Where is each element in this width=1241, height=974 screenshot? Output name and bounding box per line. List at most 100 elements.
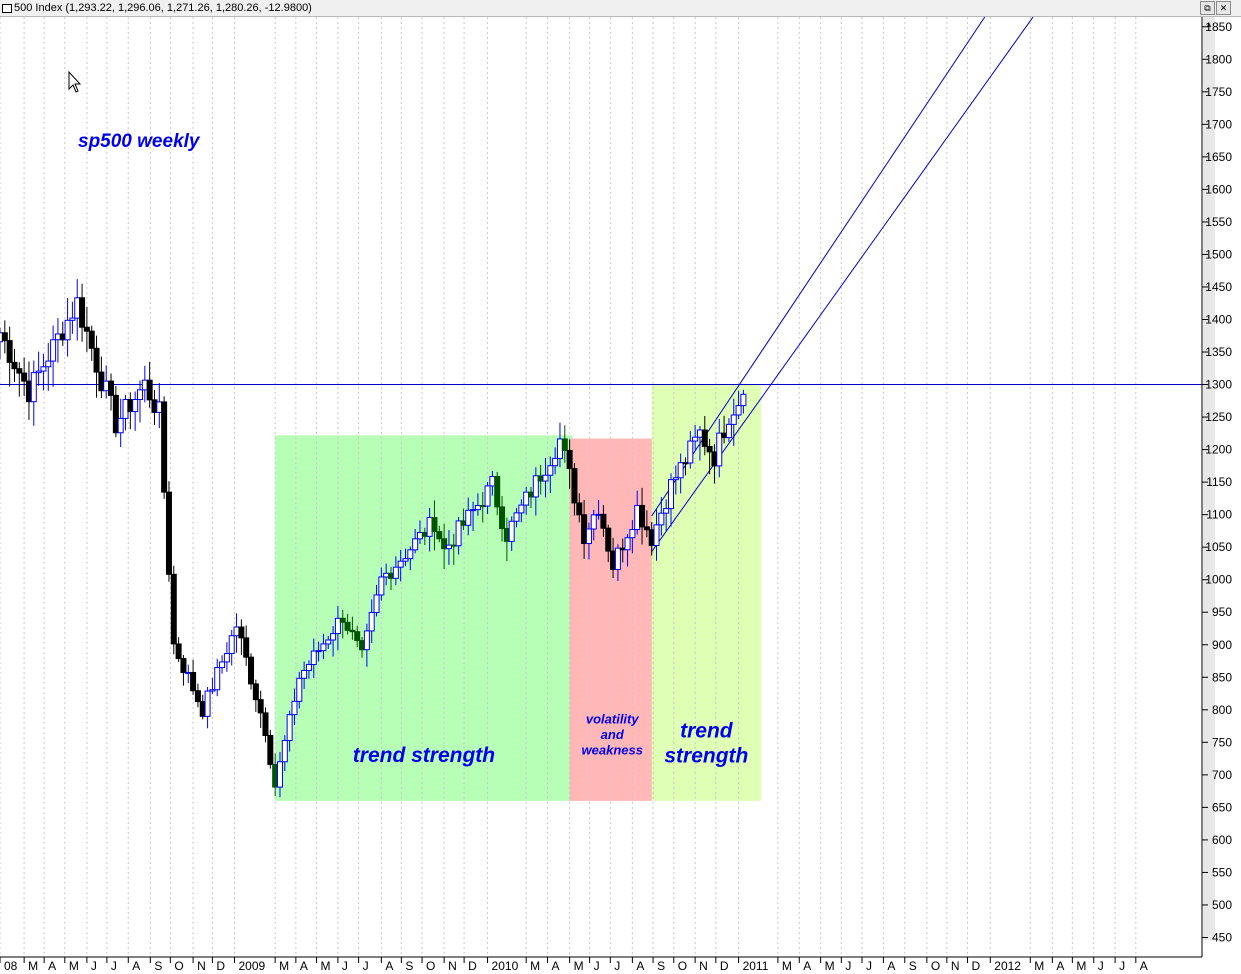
candle-body [190, 671, 197, 692]
candle-body [479, 505, 486, 508]
candle-body [716, 432, 723, 467]
close-window-button[interactable]: ✕ [1216, 1, 1231, 15]
candle-body [325, 639, 332, 645]
candle-body [301, 669, 308, 679]
x-tick-label: D [468, 959, 477, 973]
candle-body [368, 612, 375, 632]
candle-body [54, 333, 61, 341]
y-tick-label: 950 [1212, 605, 1232, 619]
candle-body [619, 547, 626, 551]
x-tick-label: N [951, 959, 960, 973]
candle-body [272, 763, 279, 788]
candle-body [88, 330, 95, 349]
x-tick-label: N [448, 959, 457, 973]
candle-body [248, 656, 255, 685]
y-tick-label: 1550 [1205, 215, 1232, 229]
candle-body [64, 319, 71, 341]
x-tick-label: J [342, 959, 348, 973]
candle-body [83, 326, 90, 332]
x-tick-label: 2012 [994, 959, 1021, 973]
x-tick-label: A [132, 959, 140, 973]
candle-body [93, 347, 100, 373]
candle-body [204, 690, 211, 717]
candle-body [257, 699, 264, 714]
security-quote-title: 500 Index (1,293.22, 1,296.06, 1,271.26,… [14, 2, 312, 14]
scroll-up-arrow-icon[interactable]: ▲ [1205, 20, 1213, 29]
x-tick-label: M [279, 959, 289, 973]
restore-window-button[interactable]: ⧉ [1200, 1, 1215, 15]
x-tick-label: M [69, 959, 79, 973]
candle-body [503, 528, 510, 542]
candle-body [1, 332, 8, 342]
candle-body [639, 504, 646, 528]
candle-body [537, 475, 544, 482]
x-tick-label: J [91, 959, 97, 973]
x-tick-label: A [1140, 959, 1148, 973]
candle-body [421, 531, 428, 537]
candle-body [624, 537, 631, 551]
region-label: volatility and weakness [582, 712, 643, 758]
y-axis: ▲ 450 500 550 600 650 700 750 800 850 900 950 1000 1… [1201, 17, 1241, 957]
y-tick-label: 1700 [1205, 117, 1232, 131]
candle-body [291, 700, 298, 716]
candle-body [614, 547, 621, 570]
shaded-region [569, 438, 655, 801]
x-tick-label: J [1119, 959, 1125, 973]
candle-body [648, 529, 655, 547]
y-tick-label: 1000 [1205, 573, 1232, 587]
candle-body [431, 517, 438, 533]
candle-body [682, 462, 689, 465]
candle-body [605, 527, 612, 552]
candle-body [474, 505, 481, 511]
candle-body [658, 512, 665, 526]
candle-body [117, 417, 124, 434]
x-tick-label: M [825, 959, 835, 973]
x-tick-label: A [300, 959, 308, 973]
x-tick-label: S [657, 959, 665, 973]
x-tick-label: A [552, 959, 560, 973]
y-tick-label: 550 [1212, 865, 1232, 879]
x-tick-label: A [636, 959, 644, 973]
y-tick-label: 1150 [1206, 475, 1232, 489]
candle-body [354, 631, 361, 642]
x-tick-label: D [972, 959, 981, 973]
candle-body [40, 366, 47, 372]
candle-body [532, 475, 539, 498]
vertical-scrollbar[interactable] [1203, 17, 1215, 940]
candle-body [677, 462, 684, 479]
x-tick-label: M [782, 959, 792, 973]
x-tick-label: J [594, 959, 600, 973]
candle-body [426, 517, 433, 537]
y-tick-label: 1050 [1205, 540, 1232, 554]
candle-body [547, 465, 554, 476]
candle-body [397, 560, 404, 568]
y-tick-label: 500 [1212, 898, 1232, 912]
candle-body [6, 340, 13, 363]
candle-body [238, 626, 245, 639]
y-tick-label: 1450 [1205, 280, 1232, 294]
candle-body [523, 491, 530, 506]
candle-body [344, 621, 351, 631]
candle-body [571, 468, 578, 504]
candle-body [416, 531, 423, 540]
candle-body [383, 572, 390, 578]
candle-body [359, 640, 366, 651]
y-tick-label: 1200 [1205, 443, 1232, 457]
candle-body [445, 544, 452, 550]
candle-body [407, 549, 414, 560]
x-tick-label: J [614, 959, 620, 973]
candle-body [373, 594, 380, 614]
candle-body [180, 658, 187, 674]
window-title-bar: 500 Index (1,293.22, 1,296.06, 1,271.26,… [0, 0, 1241, 17]
candle-body [79, 297, 86, 328]
candle-body [315, 650, 322, 653]
x-tick-label: M [530, 959, 540, 973]
x-tick-label: A [385, 959, 393, 973]
candle-body [296, 677, 303, 702]
candle-body [634, 504, 641, 531]
x-tick-label: J [845, 959, 851, 973]
y-tick-label: 750 [1212, 735, 1232, 749]
candle-body [470, 509, 477, 512]
annotations: sp500 weekly trend strength volatility and… [78, 131, 748, 768]
candle-body [21, 372, 28, 382]
